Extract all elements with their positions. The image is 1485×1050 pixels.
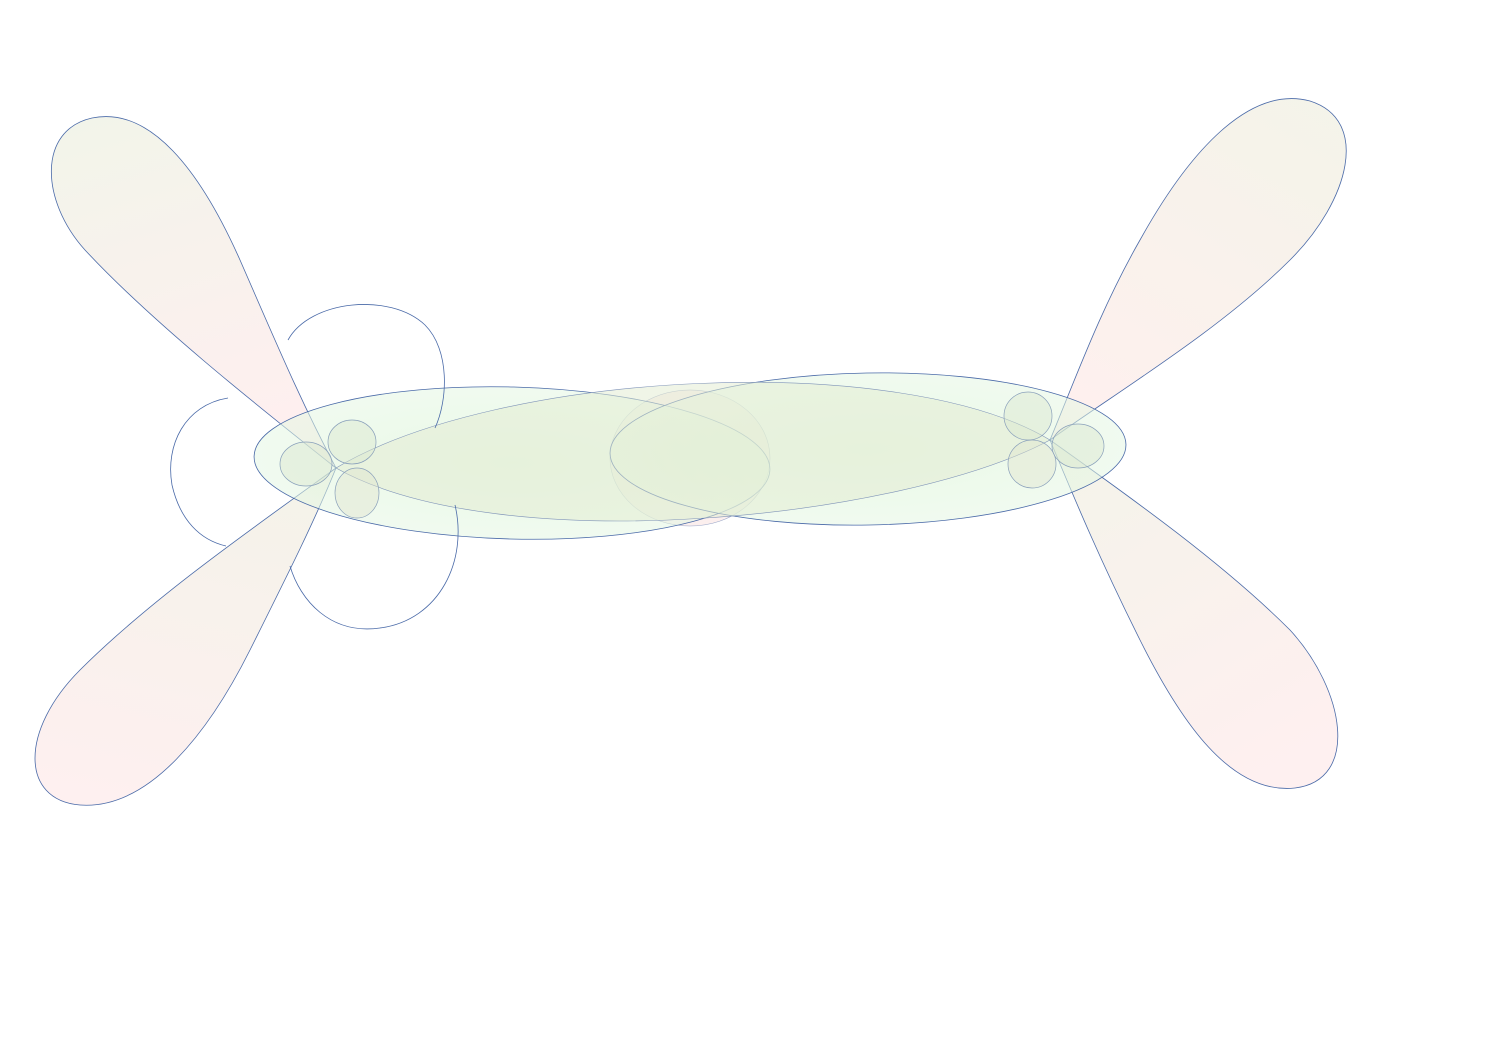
pi-arc-left	[170, 397, 229, 547]
p-lobe-upper-right	[1049, 98, 1347, 442]
p-lobe-lower-right	[1049, 438, 1339, 789]
right-atom-small-lobes	[1003, 391, 1105, 489]
left-atom-small-lobes	[279, 419, 380, 519]
bond-lens	[335, 382, 1051, 522]
p-lobe-upper-left	[50, 116, 337, 469]
p-lobe-lower-left	[34, 466, 337, 806]
pi-arc-bottom-left	[289, 504, 459, 630]
pi-arc-top-left	[287, 304, 445, 429]
